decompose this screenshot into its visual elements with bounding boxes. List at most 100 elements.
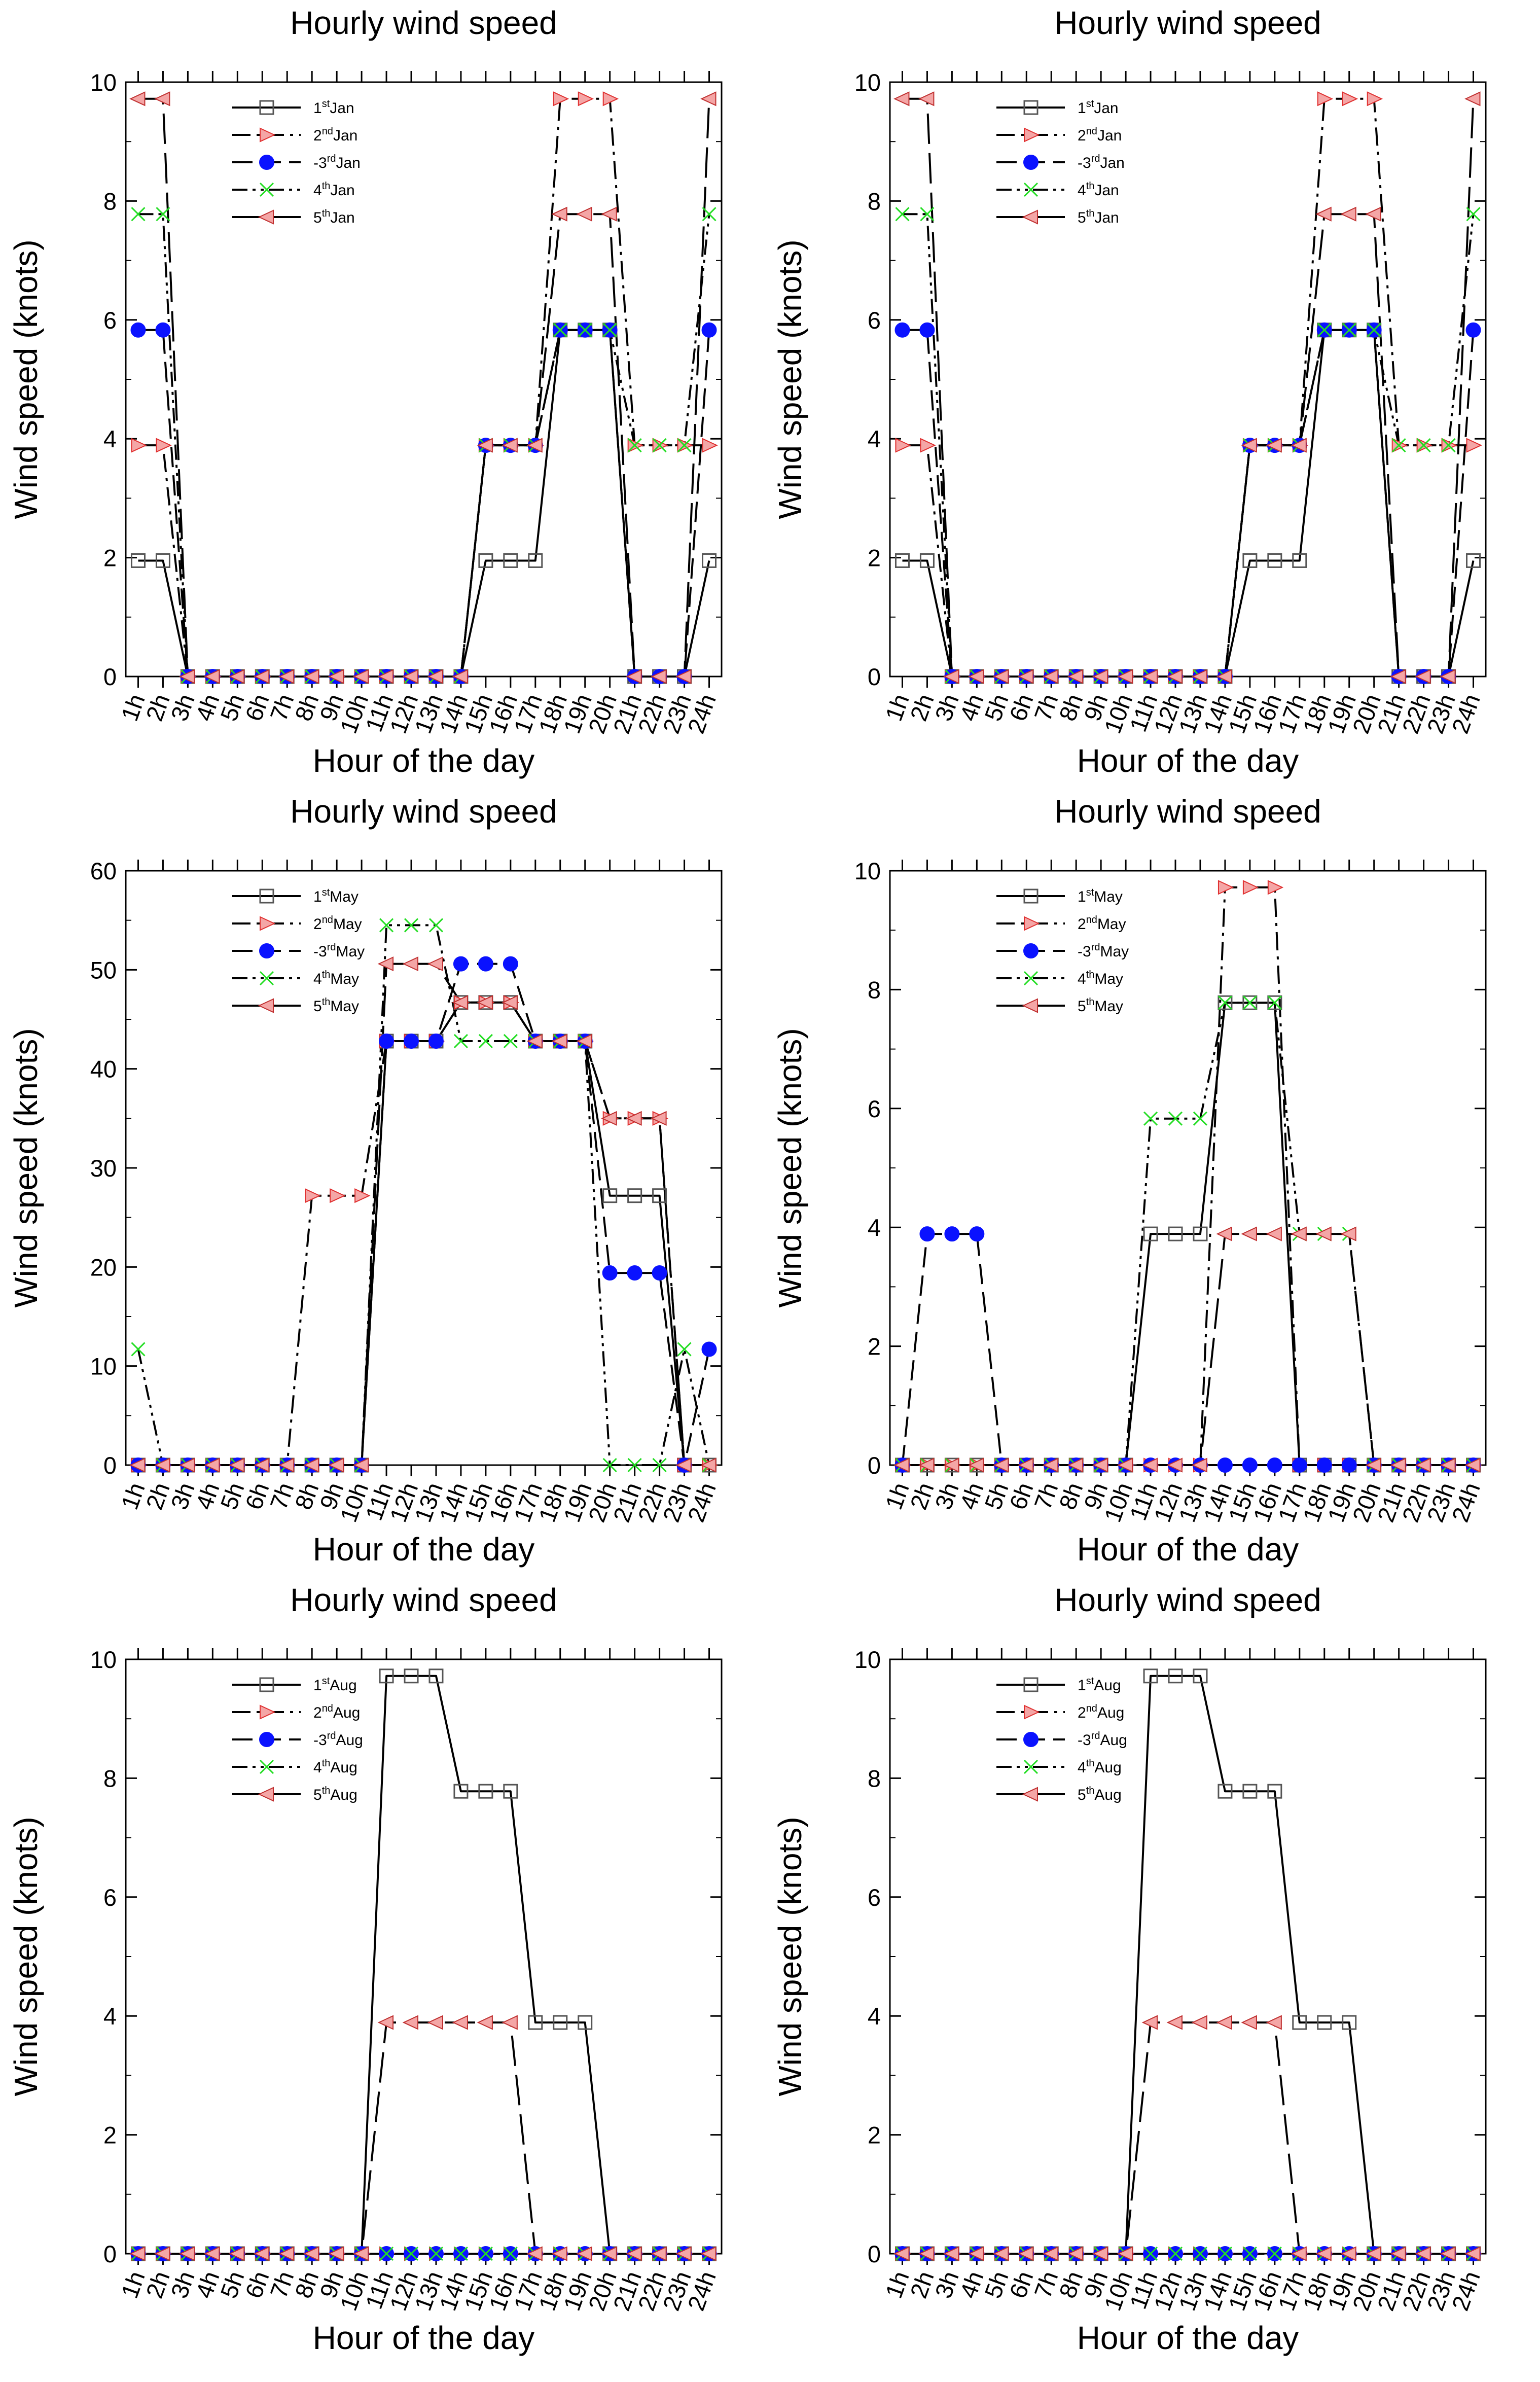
data-point [453, 1034, 468, 1049]
data-point [1342, 2015, 1357, 2030]
data-point [1415, 1457, 1431, 1473]
data-point [1315, 2246, 1332, 2261]
y-tick-label: 8 [868, 976, 881, 1003]
series-markers [895, 880, 1482, 1473]
data-point [503, 2246, 518, 2261]
y-tick-label: 20 [90, 1254, 117, 1281]
legend-marker [1023, 155, 1038, 170]
data-point [893, 1457, 910, 1473]
data-point [278, 1457, 295, 1473]
data-point [379, 2246, 394, 2261]
data-point [1317, 91, 1334, 106]
legend-label: 5thAug [313, 1785, 357, 1803]
legend-marker [259, 1732, 274, 1747]
data-point [1242, 2246, 1257, 2261]
data-point [453, 2246, 468, 2261]
data-point [427, 669, 443, 684]
series-line [138, 329, 710, 678]
data-point [477, 995, 493, 1010]
data-point [1390, 669, 1406, 684]
x-axis-label: Hour of the day [313, 2320, 535, 2356]
x-axis-label: Hour of the day [1077, 1531, 1299, 1568]
y-tick-label: 10 [90, 1353, 117, 1380]
data-point [1242, 1457, 1258, 1473]
legend-marker [259, 155, 274, 170]
series-line [138, 1001, 709, 1466]
plot-frame [889, 870, 1487, 1466]
data-point [377, 669, 394, 684]
legend: 1stMay 2ndMay -3rdMay 4thMay 5thMay [232, 887, 365, 1015]
chart-title: Hourly wind speed [290, 5, 557, 41]
data-point [131, 1342, 146, 1357]
data-point [1267, 553, 1282, 568]
data-point [1415, 669, 1431, 684]
data-point [576, 206, 592, 222]
data-point [1117, 1457, 1133, 1473]
series-line [138, 1001, 709, 1466]
data-point [129, 1457, 146, 1473]
data-point [602, 91, 619, 106]
data-point [1241, 2015, 1257, 2030]
data-point [551, 1034, 567, 1049]
data-point [1166, 1457, 1183, 1473]
legend-label: 1stJan [1078, 98, 1119, 117]
data-point [992, 669, 1009, 684]
data-point [652, 438, 667, 453]
data-point [253, 1457, 270, 1473]
legend-marker [1023, 943, 1038, 958]
legend-label: -3rdJan [1078, 153, 1125, 171]
data-point [627, 1188, 642, 1203]
data-point [154, 1457, 170, 1473]
chart-panel: Hourly wind speed02468101h2h3h4h5h6h7h8h… [772, 793, 1487, 1568]
y-tick-label: 6 [103, 307, 117, 334]
series-line [902, 1002, 1474, 1466]
data-point [303, 1457, 319, 1473]
legend-marker [260, 1704, 276, 1720]
data-point [1267, 880, 1284, 895]
data-point [502, 2015, 518, 2030]
data-point [1168, 1111, 1183, 1126]
y-tick-label: 2 [103, 2122, 117, 2149]
legend-label: 4thJan [313, 181, 355, 199]
chart-panel: Hourly wind speed01020304050601h2h3h4h5h… [8, 793, 723, 1568]
series-line [138, 2021, 709, 2255]
series-markers [131, 995, 718, 1473]
data-point [1193, 1226, 1208, 1241]
data-point [894, 322, 910, 338]
series-markers [130, 995, 717, 1473]
legend-marker [259, 943, 274, 958]
data-point [328, 1457, 344, 1473]
data-point [1340, 2246, 1356, 2261]
series-markers [129, 91, 717, 684]
data-point [228, 1457, 245, 1473]
series-markers [129, 956, 717, 1473]
data-point [1267, 1784, 1282, 1799]
data-point [352, 2246, 369, 2261]
data-point [379, 918, 394, 933]
y-tick-label: 8 [868, 188, 881, 215]
series-line [902, 213, 1475, 678]
data-point [1440, 2246, 1456, 2261]
data-point [503, 956, 518, 972]
data-point [528, 2015, 543, 2030]
data-point [1042, 2246, 1059, 2261]
data-point [1216, 1226, 1232, 1241]
x-axis-label: Hour of the day [1077, 2320, 1299, 2356]
data-point [228, 669, 245, 684]
data-point [1092, 2246, 1108, 2261]
legend-label: 4thAug [1078, 1758, 1122, 1776]
data-point [1415, 2246, 1431, 2261]
series-markers [130, 323, 717, 684]
data-point [1465, 322, 1481, 338]
data-point [278, 2246, 295, 2261]
chart-title: Hourly wind speed [290, 1582, 557, 1618]
data-point [427, 2015, 443, 2030]
data-point [1217, 995, 1233, 1010]
legend-marker [259, 971, 274, 986]
series-markers [893, 2015, 1481, 2261]
data-point [154, 2246, 170, 2261]
data-point [1242, 553, 1258, 568]
data-point [203, 2246, 220, 2261]
legend-marker [259, 888, 274, 904]
data-point [627, 1265, 642, 1281]
